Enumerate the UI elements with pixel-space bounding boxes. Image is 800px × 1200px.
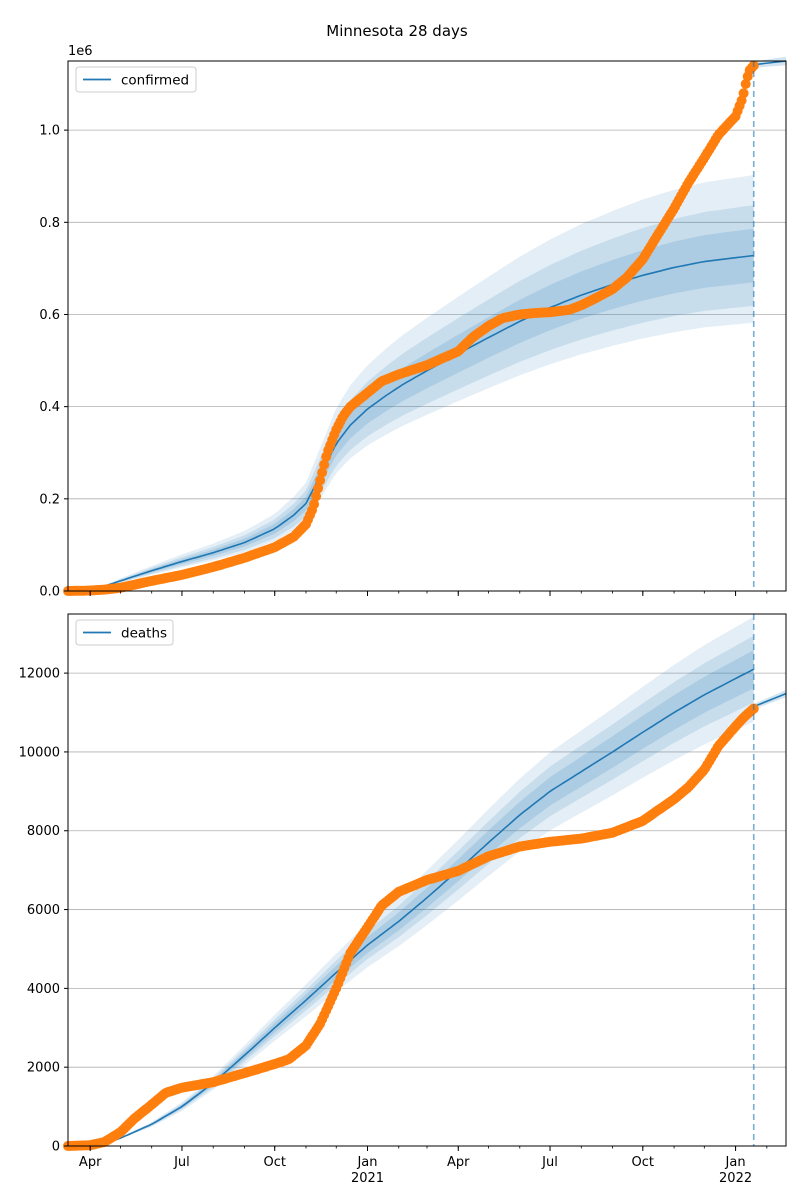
deaths-band-2 xyxy=(68,650,754,1146)
deaths-y-tick-label: 8000 xyxy=(27,824,60,839)
deaths-x-tick-label: Oct xyxy=(632,1155,654,1170)
figure-title: Minnesota 28 days xyxy=(326,22,468,40)
deaths-band-1 xyxy=(68,635,754,1146)
confirmed-y-tick-label: 0.8 xyxy=(39,216,60,231)
deaths-x-tick-label: Oct xyxy=(263,1155,285,1170)
deaths-y-tick-label: 10000 xyxy=(19,745,60,760)
confirmed-observed-point xyxy=(319,459,330,470)
confirmed-y-tick-label: 0.0 xyxy=(39,585,60,600)
deaths-band-0 xyxy=(68,616,754,1146)
deaths-y-tick-label: 12000 xyxy=(19,667,60,682)
confirmed-observed-point xyxy=(317,467,328,478)
confirmed-y-tick-label: 1.0 xyxy=(39,124,60,139)
confirmed-band-0 xyxy=(68,175,754,591)
confirmed-observed-point xyxy=(313,483,324,494)
confirmed-offset-label: 1e6 xyxy=(68,44,93,59)
confirmed-panel: 0.0 0.2 0.4 0.6 0.8 1.0 1e6 confirmed xyxy=(39,44,787,600)
confirmed-observed-point xyxy=(740,79,751,89)
deaths-x-tick-label: Apr xyxy=(79,1155,102,1170)
deaths-legend-label: deaths xyxy=(121,626,167,642)
deaths-model-line xyxy=(68,668,755,1147)
deaths-x-tick-label: Jan xyxy=(356,1155,377,1170)
confirmed-legend-label: confirmed xyxy=(121,73,189,89)
confirmed-observed-point xyxy=(738,88,749,99)
confirmed-y-tick-label: 0.2 xyxy=(39,492,60,507)
confirmed-bands xyxy=(68,56,786,591)
deaths-projection-line xyxy=(753,692,787,708)
deaths-x-tick-label: Jul xyxy=(173,1155,190,1170)
deaths-y-tick-label: 6000 xyxy=(27,903,60,918)
confirmed-legend-box xyxy=(75,66,197,93)
deaths-x-tick-label: Apr xyxy=(447,1155,470,1170)
deaths-x-tick-year: 2022 xyxy=(719,1171,752,1186)
confirmed-observed-point xyxy=(309,499,320,510)
confirmed-y-tick-label: 0.4 xyxy=(39,400,60,415)
confirmed-y-axis: 0.0 0.2 0.4 0.6 0.8 1.0 xyxy=(39,124,68,600)
confirmed-observed-point xyxy=(315,475,326,486)
deaths-observed-points xyxy=(63,703,759,1151)
deaths-x-tick-year: 2021 xyxy=(351,1171,384,1186)
deaths-x-tick-label: Jul xyxy=(541,1155,558,1170)
deaths-panel: 0 2000 4000 6000 8000 10000 12000 Apr Jul Oct Jan… xyxy=(19,613,787,1186)
deaths-y-tick-label: 4000 xyxy=(27,982,60,997)
confirmed-projection-line xyxy=(753,60,787,66)
confirmed-x-axis xyxy=(89,591,768,596)
deaths-y-tick-label: 0 xyxy=(52,1140,60,1155)
confirmed-model-line xyxy=(68,254,754,592)
confirmed-observed-point xyxy=(311,491,322,502)
deaths-legend: deaths xyxy=(75,619,174,646)
deaths-legend-box xyxy=(75,619,174,646)
deaths-y-tick-label: 2000 xyxy=(27,1061,60,1076)
confirmed-y-tick-label: 0.6 xyxy=(39,308,60,323)
confirmed-legend: confirmed xyxy=(75,66,197,93)
deaths-y-axis: 0 2000 4000 6000 8000 10000 12000 xyxy=(19,667,68,1155)
deaths-x-tick-label: Jan xyxy=(725,1155,746,1170)
